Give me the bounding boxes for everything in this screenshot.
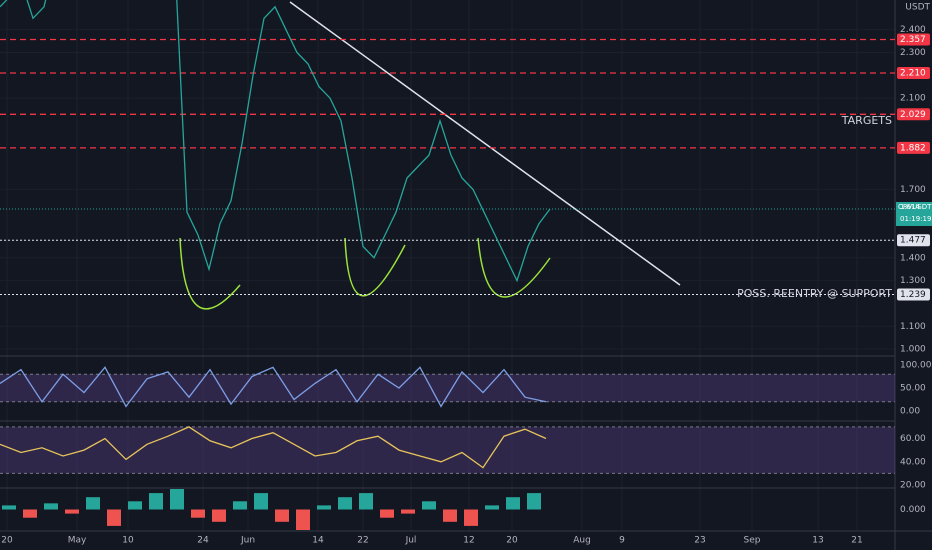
histogram-bar: [65, 509, 79, 514]
y-tick-label: 1.000: [900, 345, 926, 355]
price-tag: [897, 288, 930, 301]
symbol-label: CRVUSDT: [898, 203, 932, 211]
band: [0, 374, 895, 402]
y-tick-label: 50.00: [900, 383, 926, 393]
series-line: [0, 426, 547, 469]
last-price-label: 1.614: [900, 203, 921, 211]
grid: [0, 0, 895, 531]
histogram-bar: [107, 509, 121, 526]
histogram-bar: [212, 509, 226, 522]
x-tick-label: May: [68, 536, 87, 546]
histogram-bar: [338, 497, 352, 510]
histogram-bar: [443, 509, 457, 522]
x-tick-label: 21: [851, 536, 862, 546]
histogram-bar: [170, 489, 184, 510]
histogram-bar: [527, 493, 541, 510]
price-tag: [897, 33, 930, 46]
price-tag-label: 1.239: [900, 290, 926, 300]
histogram-bar: [149, 493, 163, 510]
pattern-curve: [179, 237, 241, 310]
trend-line: [289, 1, 681, 286]
y-tick-label: 1.400: [900, 253, 926, 263]
price-tag: [897, 67, 930, 80]
histogram-bar: [317, 505, 331, 510]
price-tag-label: 2.029: [900, 110, 926, 120]
x-tick-label: 22: [357, 536, 368, 546]
y-tick-label: 1.300: [900, 276, 926, 286]
y-tick-label: 40.00: [900, 457, 926, 467]
histogram-bar: [2, 505, 16, 510]
histogram-bar: [128, 501, 142, 510]
annotation: POSS. REENTRY @ SUPPORT: [737, 287, 892, 300]
price-tag: [897, 108, 930, 121]
histogram-bar: [254, 493, 268, 510]
x-tick-label: Jun: [240, 536, 255, 546]
countdown: 01:19:19: [900, 215, 931, 223]
histogram-bar: [464, 509, 478, 526]
y-tick-label: 100.00: [900, 361, 932, 371]
price-tag-label: 2.210: [900, 69, 926, 79]
histogram-bar: [275, 509, 289, 522]
y-tick-label: 1.700: [900, 185, 926, 195]
pattern-curve: [344, 237, 406, 297]
last-price-tag: [896, 201, 932, 226]
x-tick-label: 12: [463, 536, 474, 546]
x-tick-label: 10: [122, 536, 134, 546]
y-tick-label: 2.100: [900, 94, 926, 104]
price-tag: [897, 141, 930, 154]
histogram-bar: [422, 501, 436, 510]
y-tick-label: 0.000: [900, 505, 926, 515]
x-tick-label: 13: [812, 536, 823, 546]
x-tick-label: Sep: [744, 536, 761, 546]
histogram-bar: [506, 497, 520, 510]
histogram-bar: [233, 501, 247, 510]
price-tag: [897, 234, 930, 247]
band: [0, 426, 895, 474]
x-tick-label: 23: [694, 536, 705, 546]
series-line: [0, 366, 547, 408]
annotation: TARGETS: [841, 114, 892, 127]
histogram-bar: [191, 509, 205, 518]
y-tick-label: 20.00: [900, 481, 926, 491]
histogram-bar: [296, 509, 310, 530]
histogram-bar: [359, 493, 373, 510]
price-tag-label: 2.357: [900, 35, 926, 45]
x-tick-label: 24: [197, 536, 209, 546]
x-tick-label: 9: [619, 536, 625, 546]
histogram-bar: [44, 503, 58, 510]
x-tick-label: 20: [506, 536, 518, 546]
histogram-bar: [86, 497, 100, 510]
currency: USDT: [905, 3, 930, 13]
pattern-curve: [477, 237, 551, 298]
y-tick-label: 0.00: [900, 406, 920, 416]
histogram-bar: [380, 509, 394, 518]
series-line: [0, 0, 551, 283]
y-tick-label: 2.300: [900, 48, 926, 58]
x-tick-label: 20: [1, 536, 13, 546]
histogram-bar: [23, 509, 37, 518]
price-tag-label: 1.882: [900, 143, 926, 153]
y-tick-label: 60.00: [900, 434, 926, 444]
price-tag-label: 1.477: [900, 236, 926, 246]
y-tick-label: 2.400: [900, 25, 926, 35]
histogram-bar: [485, 505, 499, 510]
x-tick-label: Aug: [573, 536, 591, 546]
x-tick-label: Jul: [405, 536, 417, 546]
y-tick-label: 1.100: [900, 322, 926, 332]
x-tick-label: 14: [312, 536, 324, 546]
histogram-bar: [401, 509, 415, 514]
